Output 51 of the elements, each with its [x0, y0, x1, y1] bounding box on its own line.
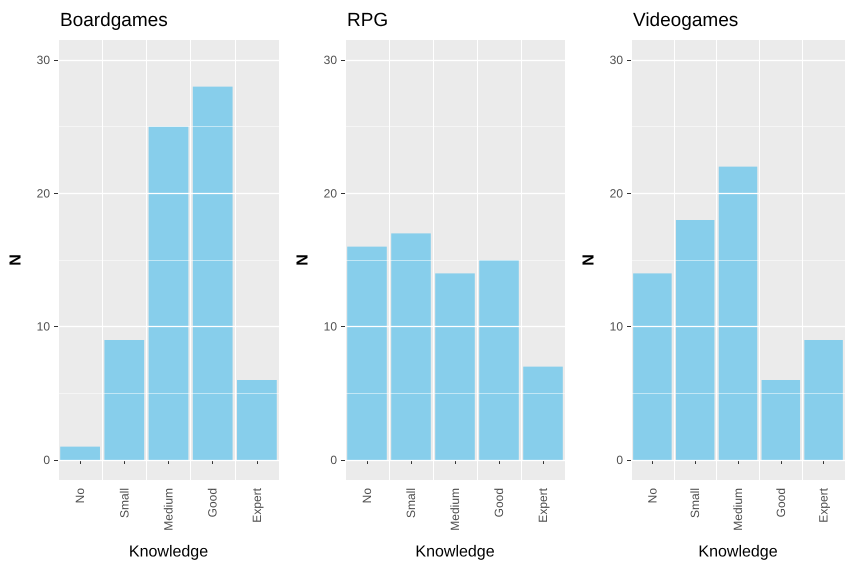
- x-tick-label: Medium: [162, 488, 176, 531]
- x-tick-label: No: [360, 488, 374, 504]
- x-tick-label: No: [645, 488, 660, 504]
- bar: [148, 126, 188, 460]
- x-tick-label: Medium: [448, 488, 462, 531]
- x-tick-label: Good: [492, 488, 506, 518]
- x-tick-label: Medium: [731, 488, 745, 531]
- bar: [347, 246, 387, 460]
- x-tick-label: Small: [404, 488, 418, 518]
- bar: [192, 86, 233, 460]
- y-tick-label: 0: [616, 453, 624, 467]
- x-tick-label: Good: [774, 488, 788, 518]
- y-tick-label: 10: [324, 320, 338, 334]
- chart-title: RPG: [347, 10, 388, 31]
- bar: [391, 233, 431, 460]
- y-tick-label: 0: [43, 453, 50, 467]
- x-tick-label: No: [73, 488, 88, 504]
- chart-title: Videogames: [633, 10, 738, 31]
- bar: [237, 380, 277, 460]
- y-axis-title: N: [8, 254, 24, 266]
- y-tick-label: 20: [610, 186, 624, 200]
- x-axis-title: Knowledge: [415, 544, 495, 560]
- y-tick-label: 20: [324, 186, 338, 200]
- bar: [633, 273, 672, 460]
- x-tick-label: Expert: [816, 487, 831, 523]
- bar: [479, 260, 519, 460]
- y-tick-label: 30: [36, 53, 50, 67]
- y-tick-label: 30: [324, 53, 338, 67]
- bar: [435, 273, 475, 460]
- y-tick-label: 0: [330, 453, 338, 467]
- bar: [60, 446, 100, 460]
- bar: [804, 340, 843, 460]
- y-tick-label: 10: [36, 320, 50, 334]
- x-tick-label: Small: [688, 488, 702, 518]
- y-tick-label: 20: [36, 186, 50, 200]
- bar: [523, 366, 563, 460]
- bar: [762, 380, 800, 460]
- y-axis-title: N: [580, 254, 598, 266]
- y-axis-title: N: [294, 254, 312, 266]
- x-tick-label: Small: [117, 488, 132, 518]
- bar: [718, 166, 758, 460]
- y-tick-label: 30: [610, 53, 624, 67]
- x-axis-title: Knowledge: [698, 544, 778, 560]
- chart-title: Boardgames: [60, 10, 168, 31]
- x-tick-label: Expert: [250, 487, 264, 523]
- bar: [676, 220, 714, 460]
- bar: [104, 340, 144, 460]
- y-tick-label: 10: [610, 320, 624, 334]
- x-axis-title: Knowledge: [128, 544, 208, 560]
- x-tick-label: Good: [206, 488, 220, 518]
- x-tick-label: Expert: [536, 487, 550, 523]
